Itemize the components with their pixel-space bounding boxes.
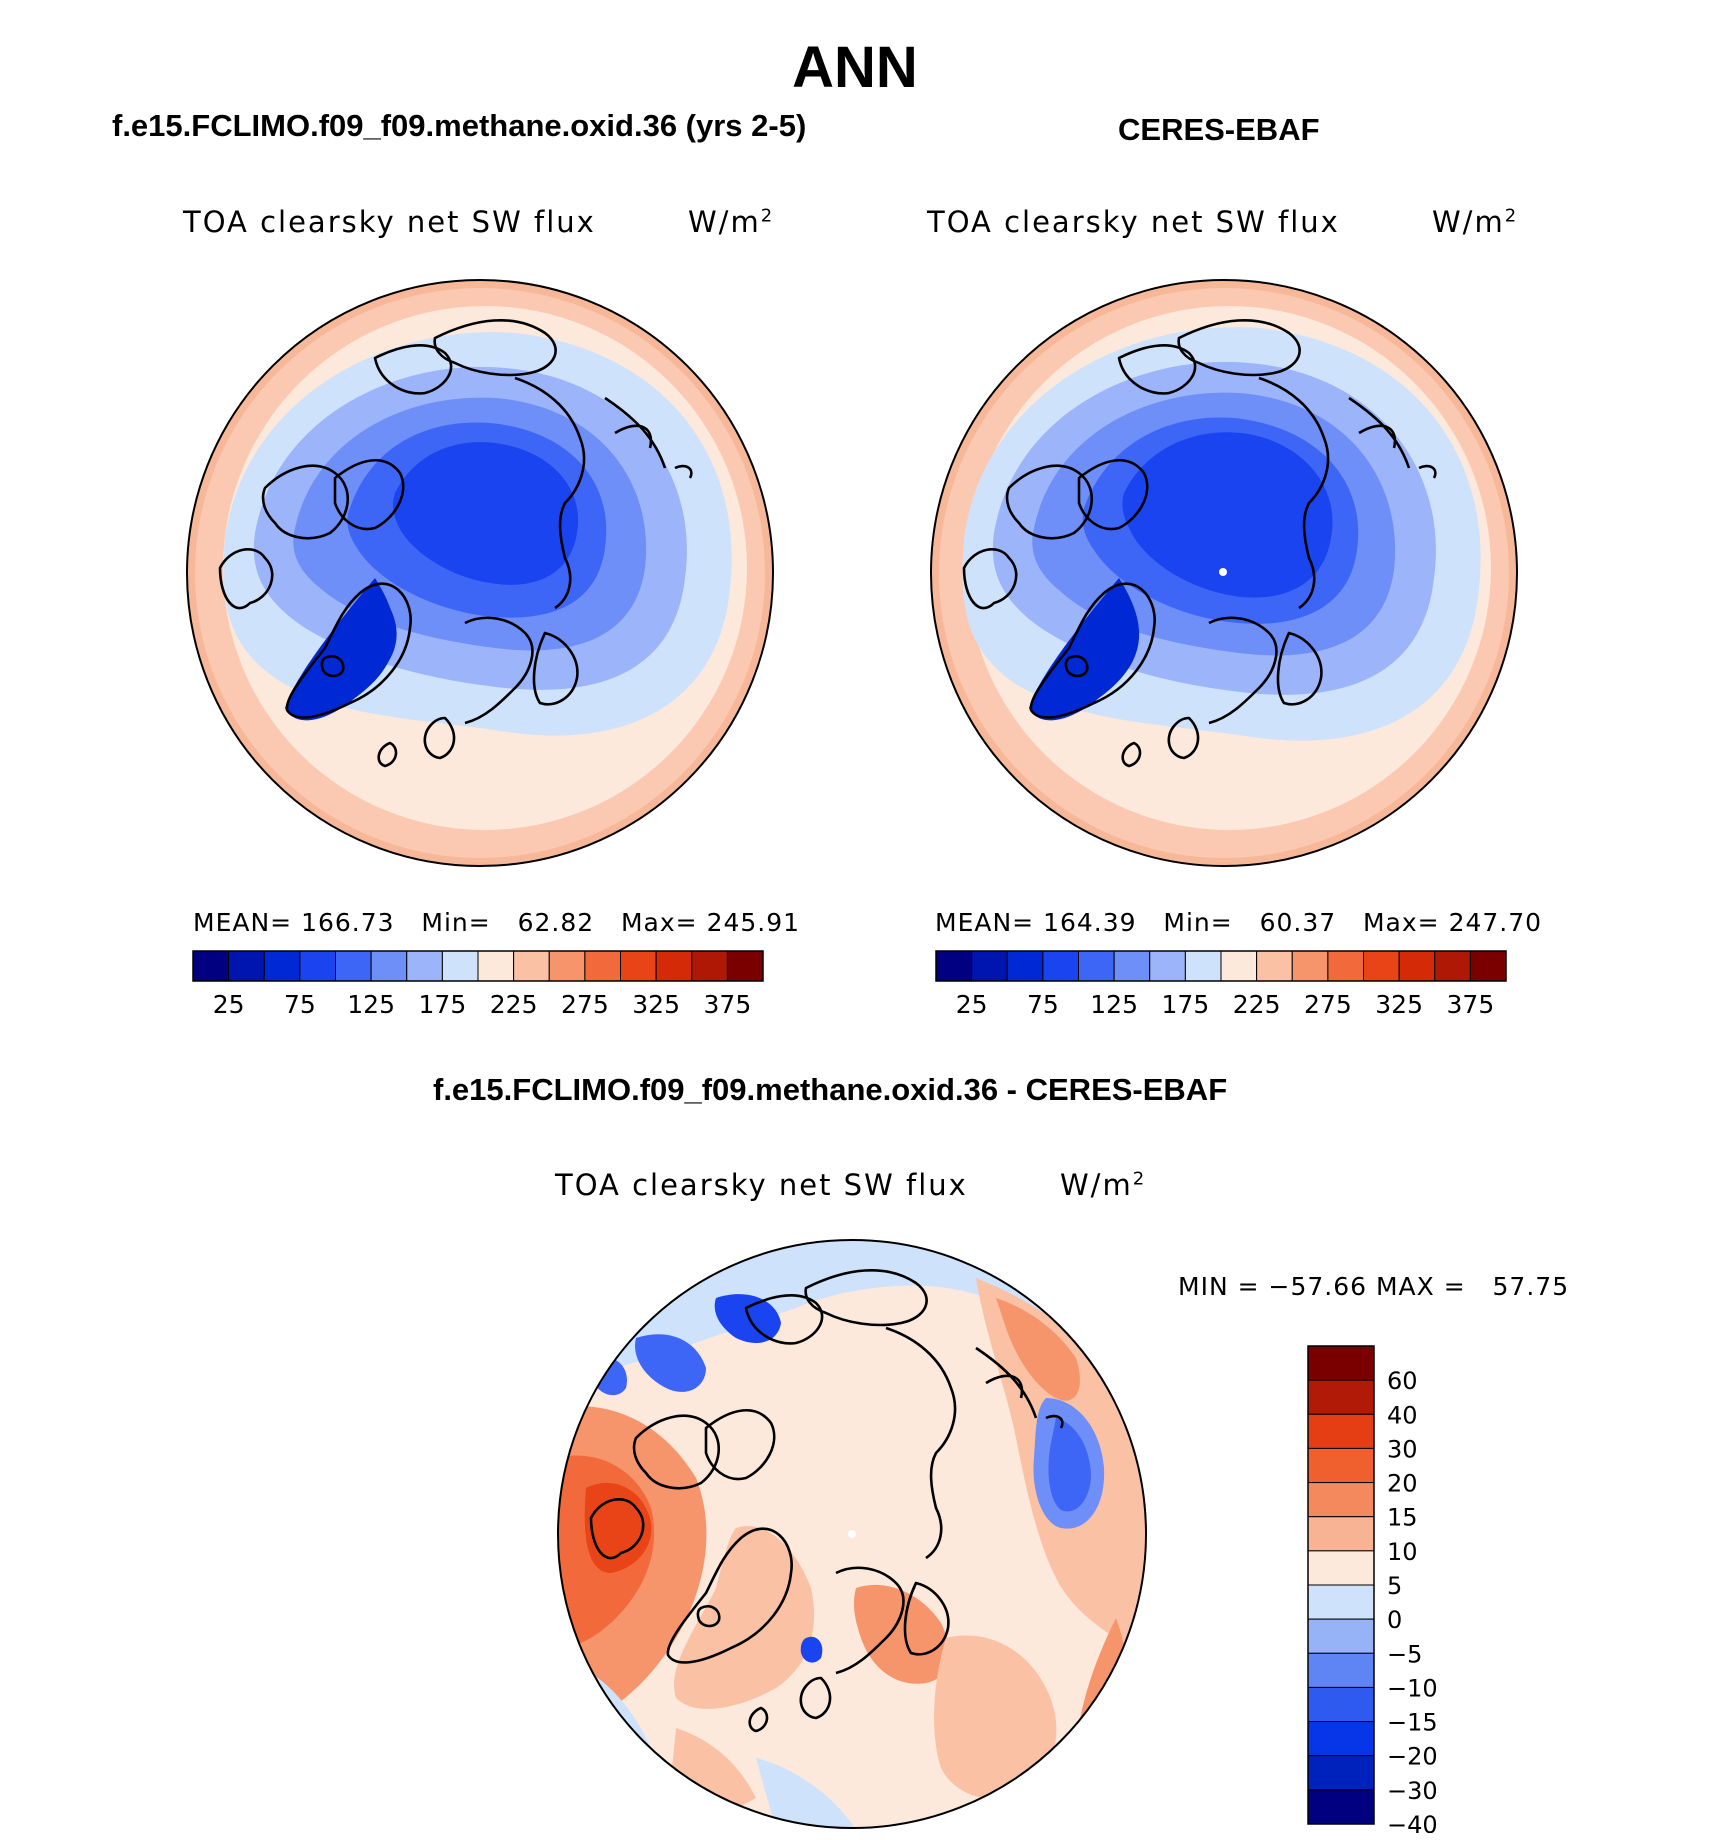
units-model: W/m2 [688, 205, 775, 239]
colorbar-tick-label: −30 [1387, 1777, 1438, 1805]
colorbar-swatch [370, 950, 408, 982]
colorbar-tick-label: 25 [213, 990, 245, 1018]
colorbar-tick-label: 75 [1027, 990, 1059, 1018]
colorbar-swatch [1307, 1686, 1375, 1723]
colorbar-tick-label: 15 [1387, 1504, 1418, 1532]
stats-obs: MEAN= 164.39 Min= 60.37 Max= 247.70 [935, 908, 1543, 937]
colorbar-swatch [1363, 950, 1400, 982]
colorbar-tick-label: −15 [1387, 1709, 1438, 1737]
colorbar-swatch [1184, 950, 1222, 982]
polar-map-model [186, 279, 774, 867]
colorbar-swatch [1256, 950, 1293, 982]
colorbar-swatch [1307, 1584, 1375, 1620]
colorbar-swatch [1307, 1482, 1375, 1518]
colorbar-swatch [1469, 950, 1507, 982]
colorbar-swatch [1307, 1345, 1375, 1381]
colorbar-swatch [548, 950, 586, 982]
colorbar-swatch [1078, 950, 1115, 982]
colorbar-swatch [1113, 950, 1151, 982]
colorbar-swatch [691, 950, 728, 982]
colorbar-swatch [299, 950, 336, 982]
colorbar-tick-label: −10 [1387, 1674, 1438, 1702]
colorbar-swatch [192, 950, 230, 982]
colorbar-tick-label: 375 [704, 990, 752, 1018]
colorbar-tick-label: 30 [1387, 1435, 1418, 1463]
colorbar-swatch [1307, 1379, 1375, 1415]
colorbar-swatch [935, 950, 973, 982]
colorbar-swatch [620, 950, 657, 982]
colorbar-swatch [1006, 950, 1044, 982]
colorbar-tick-label: 275 [1304, 990, 1352, 1018]
colorbar-tick-label: 0 [1387, 1606, 1402, 1634]
minmax-diff: MIN = −57.66 MAX = 57.75 [1178, 1272, 1570, 1301]
stats-model: MEAN= 166.73 Min= 62.82 Max= 245.91 [193, 908, 801, 937]
colorbar-tick-label: 60 [1387, 1367, 1418, 1395]
colorbar-tick-label: 25 [956, 990, 988, 1018]
colorbar-tick-label: 225 [1233, 990, 1281, 1018]
colorbar-tick-label: 75 [284, 990, 316, 1018]
colorbar-tick-label: 125 [1090, 990, 1138, 1018]
colorbar-tick-label: 40 [1387, 1401, 1418, 1429]
colorbar-tick-label: −40 [1387, 1811, 1438, 1833]
colorbar-tick-label: 325 [632, 990, 680, 1018]
units-obs: W/m2 [1432, 205, 1519, 239]
colorbar-swatch [1327, 950, 1364, 982]
colorbar-swatch [1434, 950, 1471, 982]
colorbar-tick-label: 10 [1387, 1538, 1418, 1566]
colorbar-swatch [1307, 1447, 1375, 1484]
colorbar-model: 25 75 125 175 225 275 325 375 [192, 950, 764, 1018]
colorbar-swatch [1307, 1516, 1375, 1552]
panel-title-diff: f.e15.FCLIMO.f09_f09.methane.oxid.36 - C… [433, 1072, 1228, 1107]
colorbar-swatch [263, 950, 301, 982]
colorbar-swatch [1291, 950, 1329, 982]
colorbar-tick-label: −20 [1387, 1743, 1438, 1771]
panel-title-model: f.e15.FCLIMO.f09_f09.methane.oxid.36 (yr… [112, 108, 807, 143]
colorbar-swatch [228, 950, 265, 982]
colorbar-swatch [1398, 950, 1436, 982]
colorbar-swatch [1307, 1652, 1375, 1688]
colorbar-tick-label: 325 [1375, 990, 1423, 1018]
colorbar-tick-label: 275 [561, 990, 609, 1018]
polar-map-obs [930, 279, 1518, 867]
colorbar-tick-label: 125 [347, 990, 395, 1018]
colorbar-swatch [335, 950, 372, 982]
colorbar-swatch [441, 950, 479, 982]
colorbar-tick-label: 20 [1387, 1470, 1418, 1498]
colorbar-tick-label: 375 [1447, 990, 1495, 1018]
colorbar-swatch [513, 950, 550, 982]
colorbar-obs: 25 75 125 175 225 275 325 375 [935, 950, 1507, 1018]
panel-title-obs: CERES-EBAF [1118, 112, 1320, 147]
page-title: ANN [792, 35, 918, 100]
colorbar-swatch [1307, 1789, 1375, 1825]
plot-title-diff: TOA clearsky net SW flux [555, 1168, 968, 1202]
colorbar-swatch [1307, 1721, 1375, 1757]
colorbar-tick-label: 225 [490, 990, 538, 1018]
colorbar-swatch [1149, 950, 1186, 982]
colorbar-swatch [1307, 1618, 1375, 1654]
colorbar-tick-label: 5 [1387, 1572, 1402, 1600]
colorbar-swatch [477, 950, 515, 982]
colorbar-swatch [655, 950, 693, 982]
colorbar-swatch [1220, 950, 1258, 982]
colorbar-swatch [1307, 1755, 1375, 1791]
colorbar-swatch [1307, 1550, 1375, 1586]
polar-map-diff [557, 1239, 1147, 1829]
plot-title-obs: TOA clearsky net SW flux [927, 205, 1340, 239]
colorbar-tick-label: 175 [419, 990, 467, 1018]
colorbar-swatch [1042, 950, 1079, 982]
colorbar-tick-label: 175 [1162, 990, 1210, 1018]
colorbar-swatch [406, 950, 443, 982]
colorbar-swatch [726, 950, 764, 982]
units-diff: W/m2 [1060, 1168, 1147, 1202]
plot-title-model: TOA clearsky net SW flux [183, 205, 596, 239]
colorbar-swatch [584, 950, 621, 982]
colorbar-tick-label: −5 [1387, 1640, 1422, 1668]
colorbar-swatch [971, 950, 1008, 982]
colorbar-swatch [1307, 1413, 1375, 1449]
